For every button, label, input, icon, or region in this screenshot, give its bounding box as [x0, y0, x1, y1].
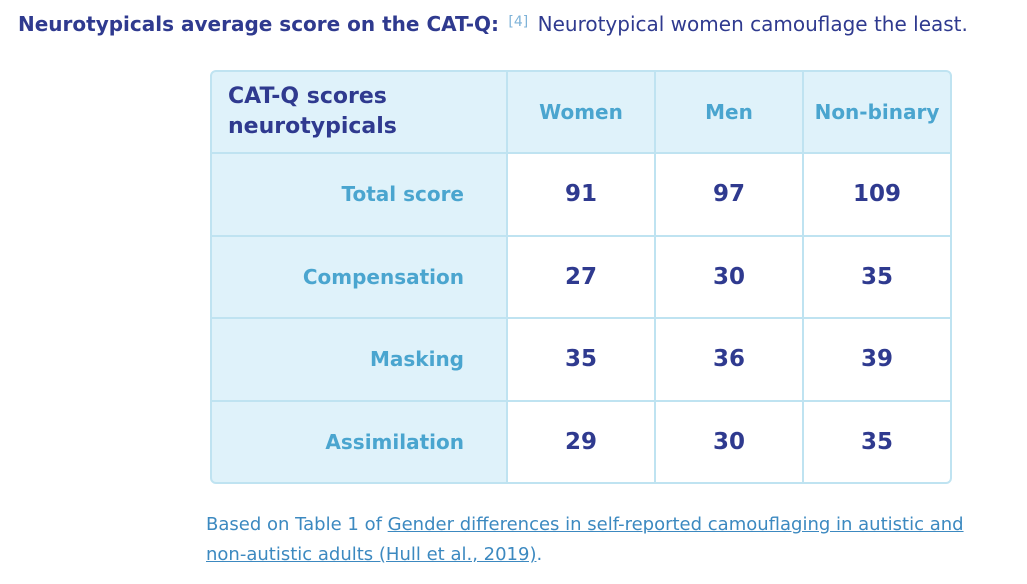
column-header-non-binary: Non-binary	[804, 72, 950, 152]
table-cell: 91	[508, 154, 654, 235]
scores-table: CAT-Q scores neurotypicals Women Men Non…	[212, 72, 950, 482]
table-corner-title: CAT-Q scores neurotypicals	[212, 72, 506, 152]
table-cell: 35	[804, 236, 950, 317]
row-header-compensation: Compensation	[212, 236, 506, 317]
source-paper-link[interactable]: Gender differences in self-reported camo…	[206, 514, 964, 565]
table-cell: 35	[804, 401, 950, 482]
table-cell: 35	[508, 319, 654, 400]
row-header-masking: Masking	[212, 319, 506, 400]
column-header-women: Women	[508, 72, 654, 152]
table-caption: Based on Table 1 of Gender differences i…	[206, 510, 966, 570]
heading-lead: Neurotypicals average score on the CAT-Q…	[18, 12, 500, 36]
table-cell: 39	[804, 319, 950, 400]
caption-suffix: .	[536, 544, 543, 565]
caption-prefix: Based on Table 1 of	[206, 514, 388, 535]
table-cell: 36	[656, 319, 802, 400]
table-cell: 30	[656, 401, 802, 482]
reference-link[interactable]: [4]	[508, 14, 529, 30]
table-row: Compensation 27 30 35	[212, 236, 950, 317]
scores-table-container: CAT-Q scores neurotypicals Women Men Non…	[210, 70, 952, 484]
table-header-row: CAT-Q scores neurotypicals Women Men Non…	[212, 72, 950, 152]
table-cell: 97	[656, 154, 802, 235]
table-cell: 27	[508, 236, 654, 317]
table-row: Masking 35 36 39	[212, 319, 950, 400]
table-row: Assimilation 29 30 35	[212, 401, 950, 482]
column-header-men: Men	[656, 72, 802, 152]
row-header-assimilation: Assimilation	[212, 401, 506, 482]
table-cell: 30	[656, 236, 802, 317]
row-header-total-score: Total score	[212, 154, 506, 235]
table-row: Total score 91 97 109	[212, 154, 950, 235]
table-cell: 29	[508, 401, 654, 482]
section-heading: Neurotypicals average score on the CAT-Q…	[18, 8, 1018, 40]
table-cell: 109	[804, 154, 950, 235]
heading-tail: Neurotypical women camouflage the least.	[537, 12, 968, 36]
